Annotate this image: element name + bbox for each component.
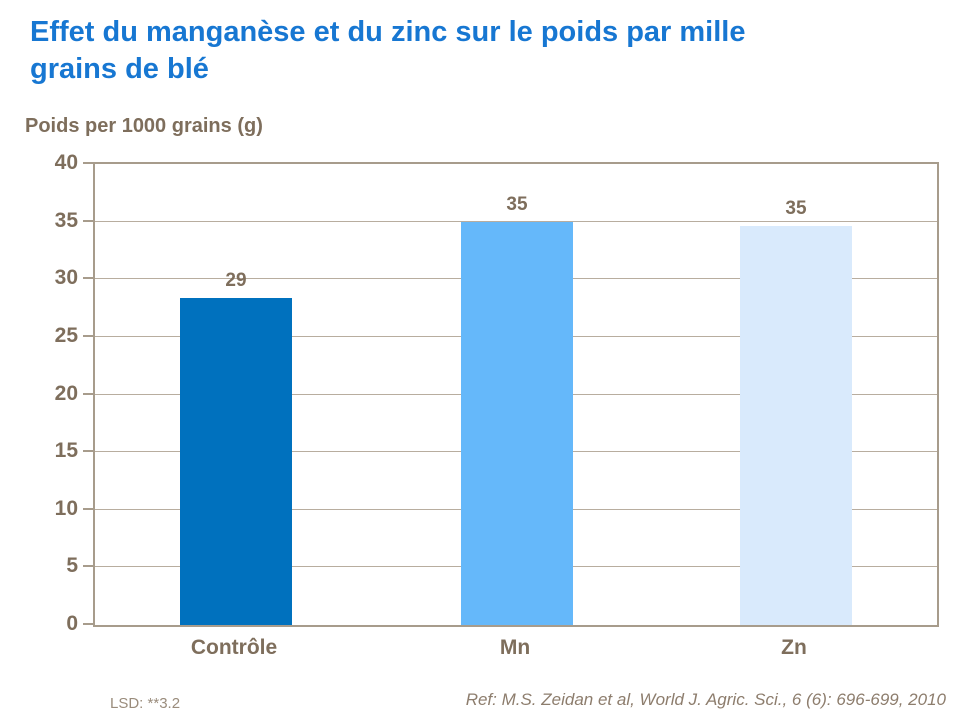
bar-mn xyxy=(461,221,573,625)
y-tick-label-20: 20 xyxy=(54,381,78,405)
y-tick-mark-40 xyxy=(83,162,93,164)
x-category-label-mn: Mn xyxy=(499,636,531,659)
page-title: Effet du manganèse et du zinc sur le poi… xyxy=(30,14,900,88)
y-tick-mark-5 xyxy=(83,565,93,568)
bar-value-label-contro-le: 29 xyxy=(225,269,247,291)
y-tick-mark-10 xyxy=(83,507,93,510)
y-tick-mark-0 xyxy=(83,623,93,625)
y-tick-label-0: 0 xyxy=(66,612,78,635)
bar-value-label-mn: 35 xyxy=(506,193,528,215)
x-category-label-zn: Zn xyxy=(781,636,807,659)
bar-value-label-zn: 35 xyxy=(785,198,807,220)
lsd-note: LSD: **3.2 xyxy=(110,695,181,712)
y-tick-mark-30 xyxy=(83,277,93,280)
gridline-35 xyxy=(95,220,937,222)
y-tick-mark-25 xyxy=(83,334,93,337)
y-tick-label-15: 15 xyxy=(54,439,78,463)
reference-citation: Ref: M.S. Zeidan et al, World J. Agric. … xyxy=(465,690,946,709)
y-tick-label-5: 5 xyxy=(66,554,78,578)
page-title-line2: grains de blé xyxy=(30,53,209,85)
y-tick-label-25: 25 xyxy=(54,323,78,347)
y-axis-title: Poids per 1000 grains (g) xyxy=(25,115,263,137)
y-tick-label-40: 40 xyxy=(54,151,78,174)
y-tick-mark-15 xyxy=(83,450,93,453)
plot-area: 29 35 35 xyxy=(93,162,939,627)
bar-zn xyxy=(740,226,852,625)
y-tick-label-30: 30 xyxy=(54,266,78,290)
y-tick-label-10: 10 xyxy=(54,496,78,520)
page-title-line1: Effet du manganèse et du zinc sur le poi… xyxy=(30,16,746,48)
y-tick-mark-20 xyxy=(83,392,93,395)
x-category-label-contro-le: Contrôle xyxy=(190,636,278,659)
y-tick-mark-35 xyxy=(83,219,93,222)
bar-contro-le xyxy=(180,297,292,625)
y-tick-label-35: 35 xyxy=(54,208,78,232)
